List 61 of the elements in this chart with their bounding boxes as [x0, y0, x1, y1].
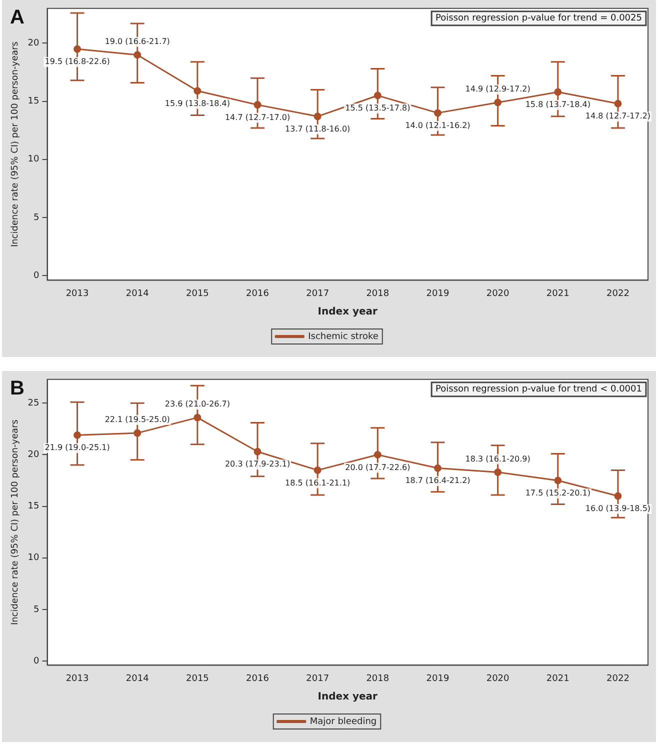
y-tick-label: 20 — [28, 38, 40, 49]
data-label: 20.0 (17.7-22.6) — [345, 462, 410, 472]
annotation: Poisson regression p-value for trend = 0.0025 — [436, 14, 642, 24]
x-tick-label: 2018 — [366, 288, 390, 299]
legend-label: Ischemic stroke — [308, 332, 379, 342]
data-label: 23.6 (21.0-26.7) — [164, 400, 230, 409]
y-tick-label: 5 — [34, 212, 40, 223]
x-tick-label: 2017 — [306, 288, 330, 299]
chart-title: A — [10, 6, 24, 29]
x-tick-label: 2018 — [366, 674, 390, 684]
data-label: 14.9 (12.9-17.2) — [465, 84, 530, 94]
x-tick-label: 2019 — [426, 674, 450, 684]
data-label: 14.0 (12.1-16.2) — [405, 121, 470, 130]
x-tick-label: 2020 — [486, 674, 510, 684]
y-tick-label: 10 — [28, 553, 40, 564]
x-tick-label: 2019 — [426, 288, 450, 299]
y-axis-title: Incidence rate (95% CI) per 100 person-years — [10, 41, 21, 248]
x-tick-label: 2014 — [126, 674, 150, 684]
x-tick-label: 2015 — [186, 288, 209, 299]
chart-title: B — [10, 378, 24, 400]
data-label: 20.3 (17.9-23.1) — [224, 460, 290, 469]
y-tick-label: 15 — [28, 502, 40, 512]
x-tick-label: 2016 — [246, 674, 270, 684]
y-tick-label: 5 — [34, 604, 40, 615]
y-tick-label: 15 — [28, 96, 40, 107]
data-label: 17.5 (15.2-20.1) — [525, 488, 590, 498]
y-tick-label: 20 — [28, 450, 40, 460]
x-tick-label: 2017 — [306, 674, 330, 684]
y-tick-label: 25 — [28, 398, 40, 408]
x-tick-label: 2015 — [186, 674, 209, 684]
data-label: 15.8 (13.7-18.4) — [525, 100, 590, 110]
data-label: 15.9 (13.8-18.4) — [164, 98, 230, 108]
data-label: 15.5 (13.5-17.8) — [345, 104, 410, 113]
data-label: 14.7 (12.7-17.0) — [224, 112, 290, 122]
data-label: 18.7 (16.4-21.2) — [405, 476, 470, 486]
x-tick-label: 2020 — [486, 288, 510, 299]
y-tick-label: 10 — [28, 154, 40, 165]
x-tick-label: 2021 — [546, 674, 570, 684]
x-tick-label: 2013 — [66, 288, 89, 299]
data-label: 13.7 (11.8-16.0) — [285, 124, 350, 134]
data-label: 14.8 (12.7-17.2) — [585, 112, 651, 121]
y-tick-label: 0 — [34, 270, 40, 281]
x-axis-title: Index year — [318, 692, 378, 703]
data-label: 18.3 (16.1-20.9) — [465, 454, 530, 464]
y-axis-title: Incidence rate (95% CI) per 100 person-years — [10, 419, 21, 626]
y-tick-label: 0 — [34, 656, 40, 666]
data-label: 22.1 (19.5-25.0) — [104, 415, 170, 424]
x-tick-label: 2021 — [546, 288, 570, 299]
annotation: Poisson regression p-value for trend < 0.0001 — [436, 384, 642, 395]
legend-label: Major bleeding — [310, 716, 377, 727]
x-tick-label: 2013 — [66, 674, 89, 684]
data-label: 21.9 (19.0-25.1) — [44, 443, 110, 452]
x-tick-label: 2014 — [126, 288, 150, 299]
data-label: 19.0 (16.6-21.7) — [104, 36, 170, 46]
data-label: 16.0 (13.9-18.5) — [585, 504, 651, 514]
x-tick-label: 2016 — [246, 288, 270, 299]
data-label: 19.5 (16.8-22.6) — [44, 57, 110, 66]
x-axis-title: Index year — [318, 306, 378, 318]
x-tick-label: 2022 — [606, 674, 630, 684]
data-label: 18.5 (16.1-21.1) — [285, 478, 350, 488]
x-tick-label: 2022 — [606, 288, 630, 299]
